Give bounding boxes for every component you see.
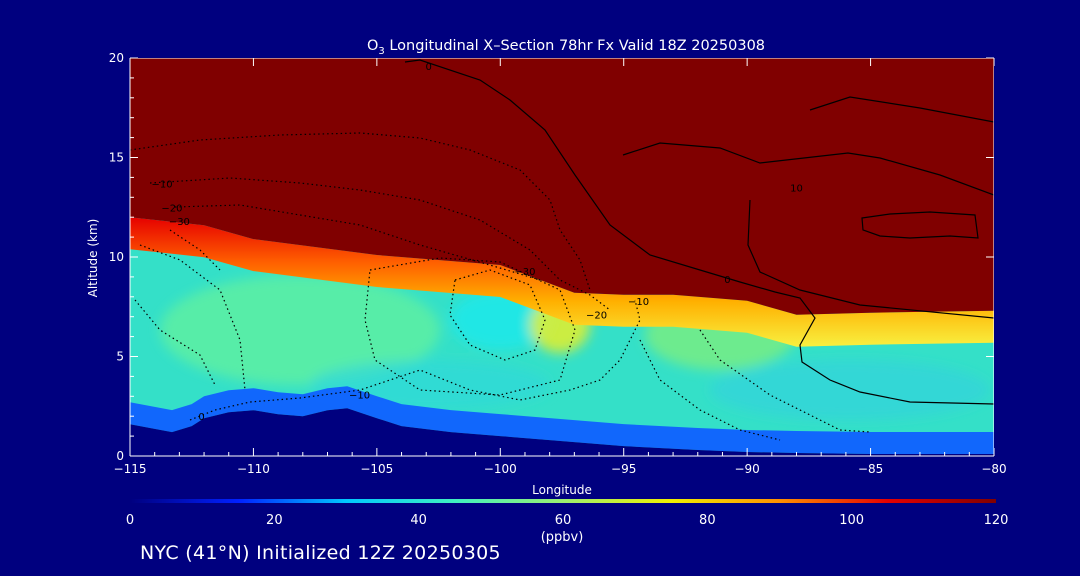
contour-solid-20 <box>861 211 979 239</box>
x-tick-label: −105 <box>360 462 393 476</box>
y-ticks: 0 5 10 15 20 <box>109 51 994 463</box>
tropopause-gradient-band <box>130 217 994 347</box>
surface-layer-band <box>130 386 994 454</box>
colorbar-unit: (ppbv) <box>541 530 584 545</box>
x-tick-label: −85 <box>858 462 883 476</box>
contour-label: −20 <box>586 311 607 322</box>
contour-label: −10 <box>152 179 173 190</box>
colorbar-tick-label: 60 <box>555 513 572 528</box>
x-tick-label: −100 <box>484 462 517 476</box>
contour-label: −10 <box>349 390 370 401</box>
colorbar: 0 20 40 60 80 100 120 (ppbv) <box>126 499 1009 545</box>
colorbar-tick-label: 120 <box>984 513 1009 528</box>
colorbar-ticks: 0 20 40 60 80 100 120 <box>126 513 1009 528</box>
colorbar-tick-label: 100 <box>839 513 864 528</box>
y-tick-label: 15 <box>109 151 124 165</box>
contour-solid-0 <box>404 59 994 405</box>
contour-solid-10 <box>622 96 994 319</box>
x-tick-label: −110 <box>237 462 270 476</box>
chart-title: O3 Longitudinal X–Section 78hr Fx Valid … <box>367 38 765 57</box>
stratosphere-fill <box>130 58 994 315</box>
title-subscript: 3 <box>378 46 384 57</box>
y-tick-label: 10 <box>109 250 124 264</box>
contour-dotted-left <box>134 229 246 391</box>
title-rest: Longitudinal X–Section 78hr Fx Valid 18Z… <box>385 38 765 54</box>
contour-labels: 0 10 0 −10 −20 −30 −30 −20 −10 −10 0 <box>152 62 803 423</box>
y-tick-label: 20 <box>109 51 124 65</box>
contour-label: −10 <box>628 297 649 308</box>
title-o: O <box>367 38 378 54</box>
x-tick-label: −95 <box>611 462 636 476</box>
field-blob <box>160 275 440 385</box>
contour-dotted-neg30 <box>174 204 541 281</box>
contour-dotted-neg10 <box>130 132 591 291</box>
terrain-fill <box>130 408 994 456</box>
y-tick-label: 0 <box>116 449 124 463</box>
contour-dotted-loop <box>364 257 576 396</box>
contour-label: 0 <box>198 412 204 423</box>
x-ticks: −115 −110 −105 −100 −95 −90 −85 −80 <box>114 58 1007 476</box>
contour-label: −20 <box>161 203 182 214</box>
field-blob <box>710 360 990 420</box>
contour-label: 10 <box>790 183 803 194</box>
colorbar-tick-label: 40 <box>410 513 427 528</box>
colorbar-tick-label: 80 <box>699 513 716 528</box>
contour-label: 0 <box>724 275 730 286</box>
y-tick-label: 5 <box>116 350 124 364</box>
y-axis-label: Altitude (km) <box>86 219 100 298</box>
contour-lines <box>130 59 994 441</box>
contour-label: −30 <box>169 217 190 228</box>
contour-label: −30 <box>514 267 535 278</box>
colorbar-gradient <box>130 499 996 503</box>
x-tick-label: −80 <box>981 462 1006 476</box>
colorbar-tick-label: 20 <box>266 513 283 528</box>
ozone-field-blobs <box>160 275 990 420</box>
contour-dotted-right <box>639 329 871 441</box>
x-tick-label: −115 <box>114 462 147 476</box>
x-tick-label: −90 <box>734 462 759 476</box>
footer-initialized-text: NYC (41°N) Initialized 12Z 20250305 <box>140 542 501 564</box>
plot-area: 0 10 0 −10 −20 −30 −30 −20 −10 −10 0 <box>130 58 994 456</box>
x-axis-label: Longitude <box>532 483 592 497</box>
contour-label: 0 <box>426 62 432 73</box>
colorbar-tick-label: 0 <box>126 513 134 528</box>
